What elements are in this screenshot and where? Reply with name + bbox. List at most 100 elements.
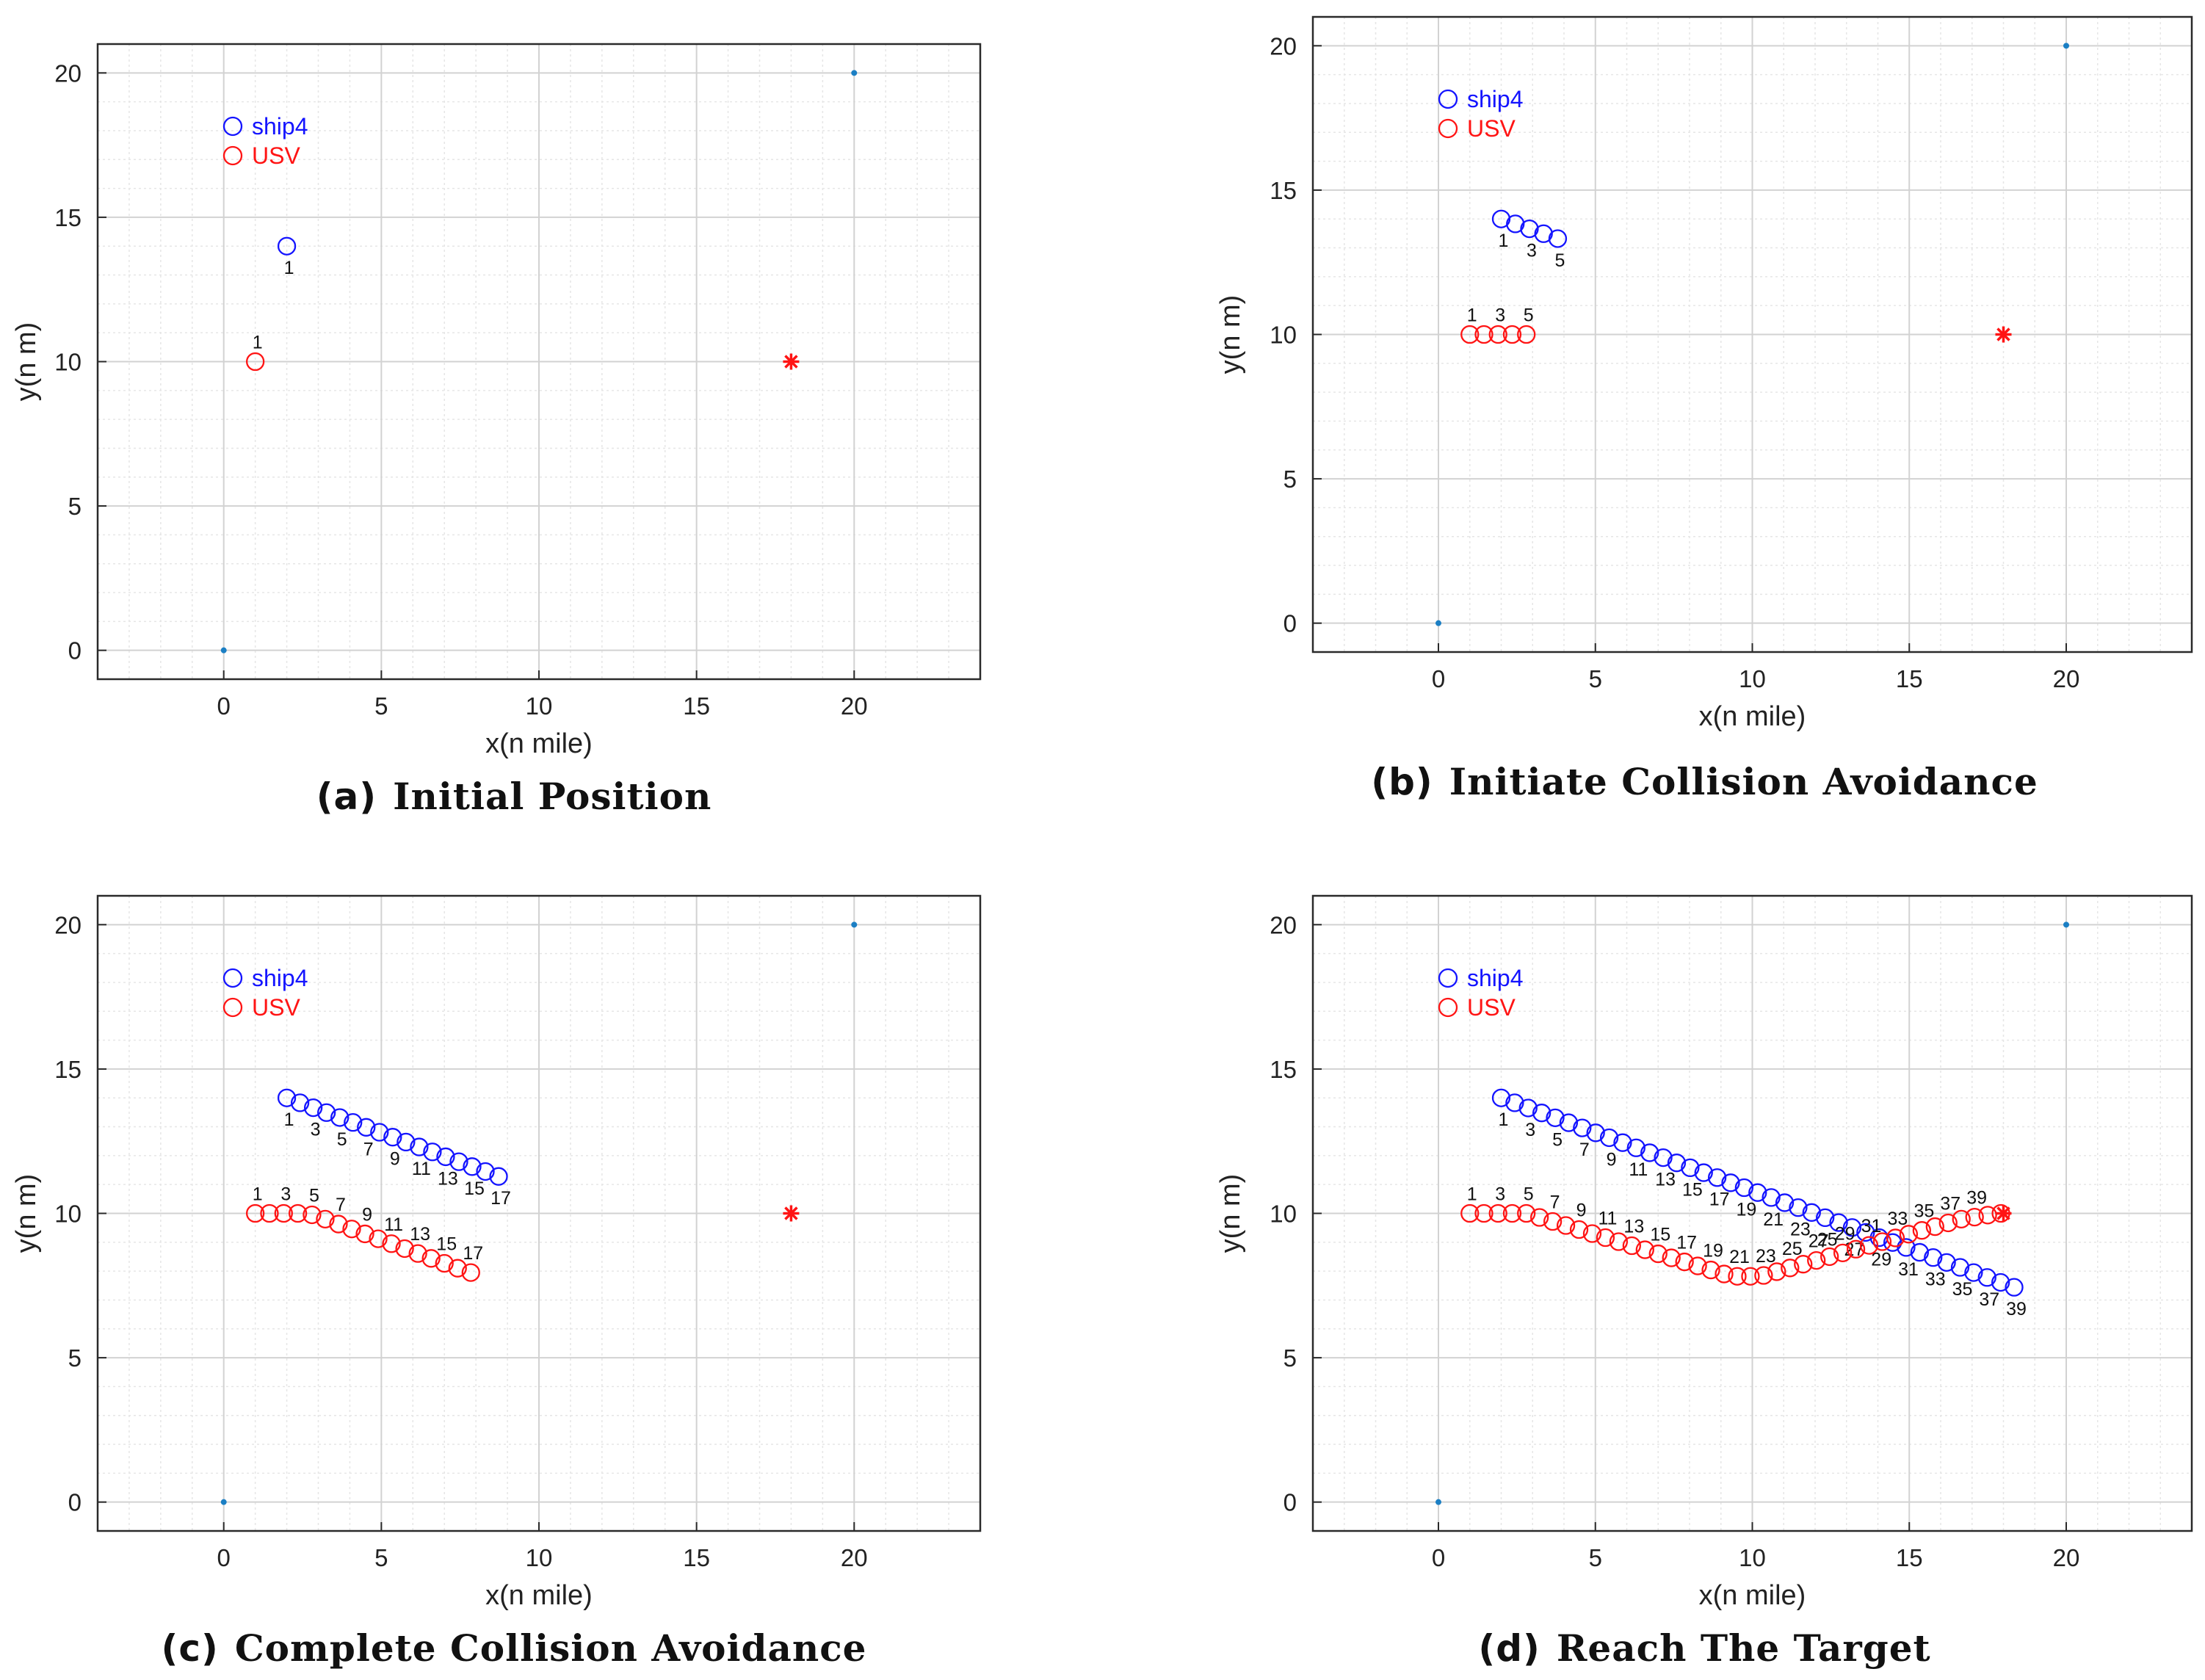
caption-title: Complete Collision Avoidance <box>234 1626 867 1670</box>
step-label: 9 <box>1576 1201 1587 1221</box>
chart-svg-a: 0 5 10 15 20 0 5 10 15 20 x(n mile) y(n m) 1 1 ship4US… <box>11 43 982 759</box>
trajectory-point <box>1688 1256 1707 1275</box>
trajectory-point <box>1681 1158 1700 1178</box>
y-tick-label: 15 <box>1270 1056 1297 1083</box>
step-label: 1 <box>253 1184 263 1205</box>
trajectory-point <box>1754 1266 1773 1285</box>
trajectory-point <box>1622 1236 1641 1256</box>
series-usv: 1 3 5 7 9 11 13 15 17 <box>245 1184 483 1282</box>
target-marker <box>783 1205 800 1222</box>
trajectory-point <box>1859 1236 1879 1255</box>
caption-title: Reach The Target <box>1556 1626 1931 1670</box>
step-label: 5 <box>1554 250 1565 271</box>
step-label: 3 <box>1527 241 1537 261</box>
trajectory-point <box>1856 1223 1875 1242</box>
trajectory-point <box>1715 1264 1734 1283</box>
major-grid <box>98 896 980 1531</box>
step-label: 13 <box>410 1224 430 1245</box>
step-label: 29 <box>1835 1223 1855 1244</box>
trajectory-point <box>421 1249 441 1268</box>
step-label: 23 <box>1756 1246 1776 1267</box>
reference-point <box>851 70 858 76</box>
x-tick-label: 0 <box>217 1544 231 1571</box>
caption-a: (a) Initial Position <box>0 775 1028 818</box>
trajectory-point <box>369 1229 388 1248</box>
trajectory-point <box>2005 1278 2024 1297</box>
trajectory-point <box>1667 1154 1687 1173</box>
legend-marker <box>222 116 243 137</box>
step-label: 11 <box>1629 1159 1648 1180</box>
trajectory-point <box>1950 1258 1970 1277</box>
trajectory-point <box>1556 1216 1576 1235</box>
caption-title: Initiate Collision Avoidance <box>1449 760 2038 803</box>
step-label: 15 <box>1650 1225 1670 1245</box>
trajectory-point <box>448 1259 467 1278</box>
trajectory-point <box>1886 1228 1905 1248</box>
step-label: 19 <box>1736 1200 1756 1220</box>
legend-marker <box>222 968 243 988</box>
y-tick-label: 20 <box>54 911 82 938</box>
y-axis-label: y(n m) <box>1215 295 1246 374</box>
y-tick-label: 15 <box>1270 177 1297 204</box>
legend-label: ship4 <box>1467 86 1524 112</box>
y-tick-label: 5 <box>1283 466 1297 493</box>
trajectory-point <box>316 1209 335 1229</box>
trajectory-point <box>1506 214 1525 233</box>
x-tick-label: 15 <box>683 692 710 720</box>
trajectory-point <box>1534 224 1553 243</box>
trajectory-point <box>1675 1252 1694 1272</box>
x-tick-label: 15 <box>683 1544 710 1571</box>
trajectory-point <box>1596 1228 1615 1248</box>
series-ship4: 1 <box>277 236 297 278</box>
step-label: 5 <box>337 1129 347 1150</box>
series-ship4: 1 3 5 7 9 11 13 15 17 <box>277 1088 511 1209</box>
legend-marker <box>1438 968 1458 988</box>
x-tick-label: 5 <box>374 1544 388 1571</box>
trajectory-point <box>410 1137 429 1156</box>
y-tick-label: 0 <box>1283 610 1297 637</box>
x-tick-label: 10 <box>1739 665 1766 692</box>
trajectory-point <box>1910 1242 1930 1262</box>
step-label: 11 <box>384 1214 403 1235</box>
reference-point <box>1435 1499 1441 1505</box>
trajectory-point <box>1937 1253 1956 1272</box>
step-label: 35 <box>1913 1201 1934 1222</box>
step-label: 13 <box>1655 1170 1676 1190</box>
trajectory-point <box>1991 1272 2010 1292</box>
step-label: 39 <box>2006 1299 2027 1319</box>
trajectory-point <box>1734 1178 1754 1198</box>
trajectory-point <box>1517 325 1536 344</box>
trajectory-point <box>1938 1213 1958 1233</box>
step-label: 31 <box>1898 1259 1919 1280</box>
reference-point <box>1435 620 1441 626</box>
x-axis-label: x(n mile) <box>1699 701 1806 732</box>
x-tick-label: 0 <box>1432 665 1445 692</box>
target-marker-stroke <box>1996 327 2010 341</box>
trajectory-point <box>1794 1255 1813 1274</box>
caption-letter: (c) <box>161 1627 219 1670</box>
trajectory-point <box>1491 209 1511 228</box>
step-label: 21 <box>1763 1209 1784 1230</box>
trajectory-point <box>1573 1118 1592 1137</box>
y-tick-label: 15 <box>54 204 82 231</box>
step-label: 27 <box>1808 1231 1829 1252</box>
step-label: 7 <box>1550 1192 1560 1213</box>
trajectory-point <box>370 1123 389 1142</box>
trajectory-point <box>1640 1143 1659 1162</box>
trajectory-point <box>449 1152 468 1171</box>
trajectory-point <box>329 1214 348 1234</box>
trajectory-point <box>1767 1262 1786 1281</box>
trajectory-point <box>463 1157 482 1176</box>
x-tick-label: 5 <box>374 692 388 720</box>
trajectory-point <box>1548 229 1568 248</box>
trajectory-point <box>1582 1224 1602 1243</box>
x-tick-label: 0 <box>217 692 231 720</box>
step-label: 17 <box>490 1188 511 1209</box>
y-tick-label: 5 <box>68 493 82 520</box>
trajectory-point <box>317 1103 336 1122</box>
target-marker <box>1995 326 2012 343</box>
trajectory-point <box>303 1205 322 1225</box>
step-label: 17 <box>1676 1233 1697 1253</box>
